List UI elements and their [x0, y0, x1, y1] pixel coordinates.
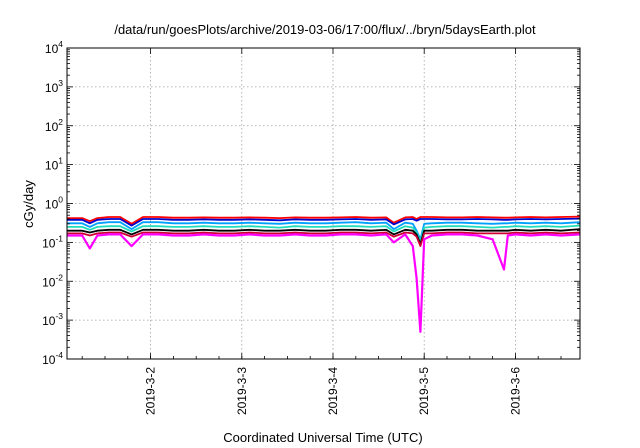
- series-line-7: [67, 233, 581, 333]
- grid: [67, 48, 580, 359]
- series-group: [67, 215, 581, 333]
- x-tick-label: 2019-3-5: [417, 367, 431, 415]
- y-tick-label: 103: [45, 78, 63, 95]
- y-tick-label: 10-4: [42, 350, 63, 367]
- x-axis-label: Coordinated Universal Time (UTC): [223, 430, 422, 445]
- series-line-1: [67, 215, 581, 225]
- y-ticks: 104 103 102 101 100 10-1 10-2 10-3 10-4: [42, 39, 580, 367]
- y-tick-label: 101: [45, 156, 63, 173]
- series-line-5: [67, 228, 581, 246]
- y-tick-label: 100: [45, 195, 63, 212]
- y-tick-label: 102: [45, 117, 63, 134]
- chart-title: /data/run/goesPlots/archive/2019-03-06/1…: [114, 22, 536, 37]
- y-tick-label: 10-2: [42, 272, 63, 289]
- y-axis-label: cGy/day: [21, 180, 36, 228]
- x-ticks: 2019-3-2 2019-3-3 2019-3-4 2019-3-5 2019-3-6: [81, 48, 562, 415]
- y-tick-label: 10-3: [42, 311, 63, 328]
- x-tick-label: 2019-3-6: [508, 367, 522, 415]
- series-line-6: [67, 231, 581, 248]
- y-tick-label: 10-1: [42, 233, 63, 250]
- series-line-3: [67, 221, 581, 241]
- x-tick-label: 2019-3-4: [326, 367, 340, 415]
- x-tick-label: 2019-3-2: [144, 367, 158, 415]
- series-line-4: [67, 224, 581, 244]
- x-tick-label: 2019-3-3: [235, 367, 249, 415]
- series-line-2: [67, 217, 581, 227]
- y-tick-label: 104: [45, 39, 63, 56]
